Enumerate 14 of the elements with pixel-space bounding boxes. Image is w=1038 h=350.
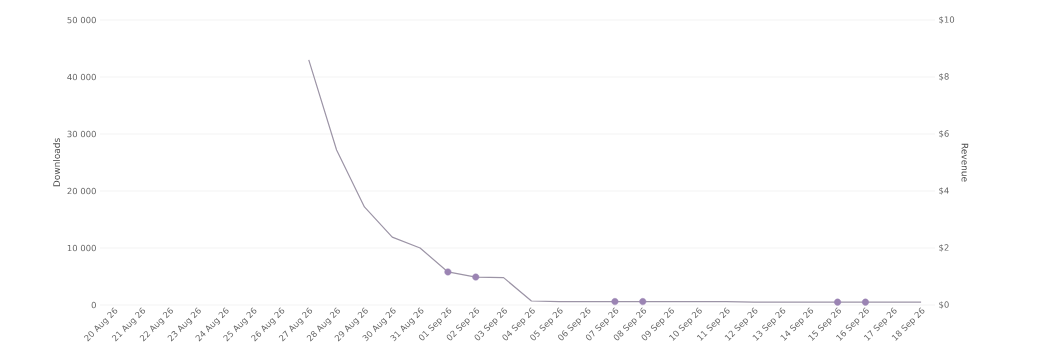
y-tick-label: 50 000 xyxy=(67,16,96,24)
y2-tick-label: $6 xyxy=(939,130,949,138)
y-tick-label: 10 000 xyxy=(67,244,96,252)
y-tick-label: 30 000 xyxy=(67,130,96,138)
y2-tick-label: $8 xyxy=(939,73,949,81)
y2-tick-label: $2 xyxy=(939,244,949,252)
y-axis-title: Downloads xyxy=(53,138,61,187)
y2-axis-title: Revenue xyxy=(961,143,969,182)
y-tick-label: 0 xyxy=(91,301,96,309)
y2-tick-label: $4 xyxy=(939,187,949,195)
y2-tick-label: $0 xyxy=(939,301,949,309)
y-tick-label: 40 000 xyxy=(67,73,96,81)
y2-tick-label: $10 xyxy=(939,16,955,24)
y-tick-label: 20 000 xyxy=(67,187,96,195)
